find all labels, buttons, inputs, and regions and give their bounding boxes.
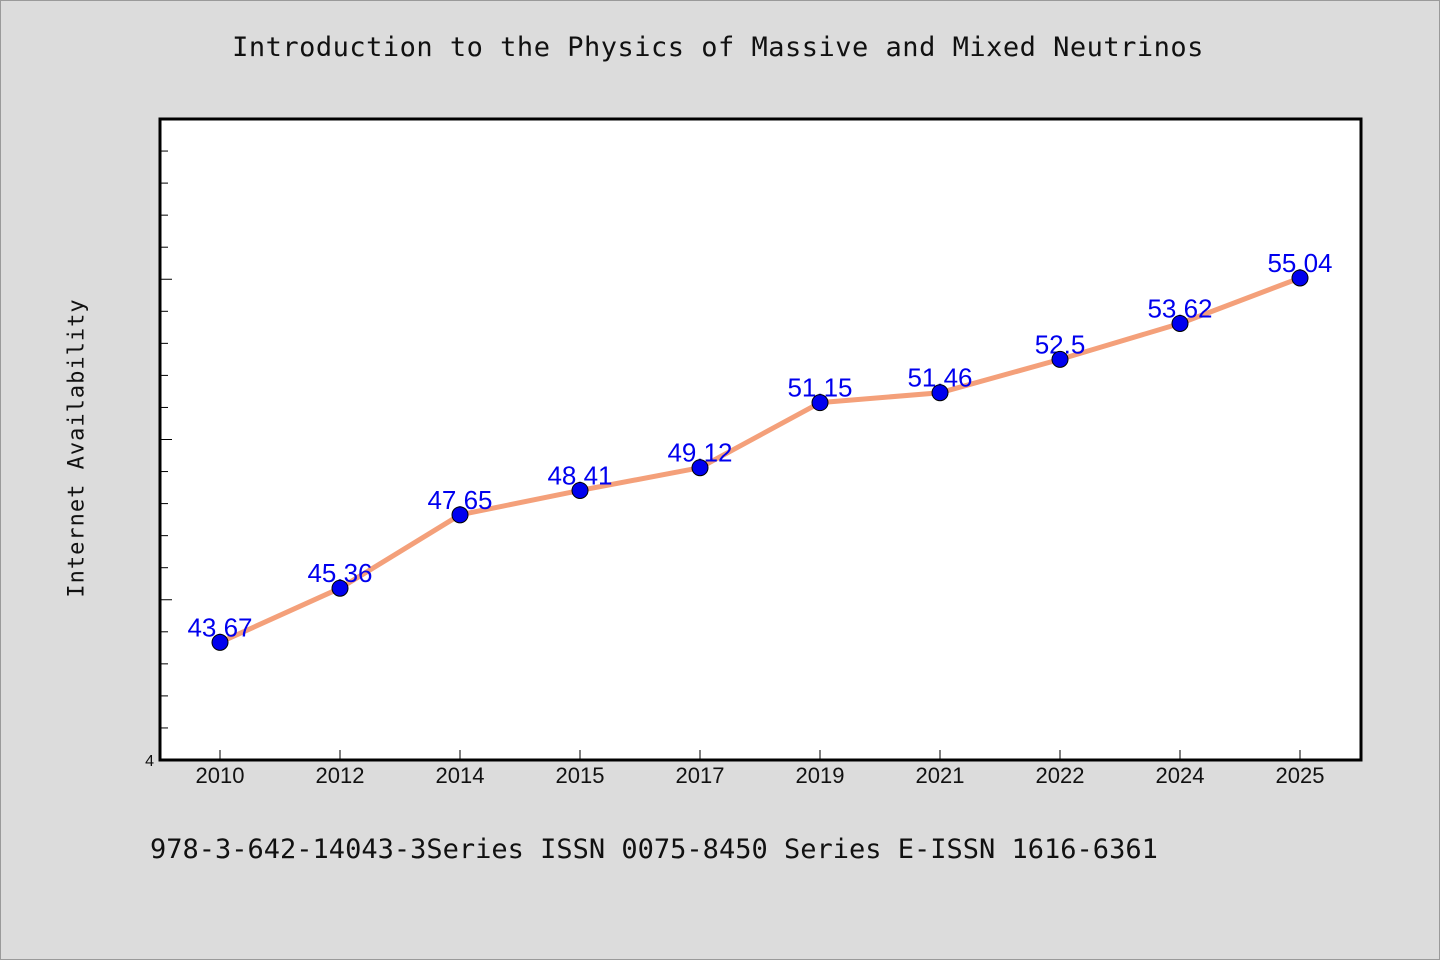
x-tick-label: 2010 [196,763,245,788]
data-point [811,394,829,412]
plot-area [158,117,1363,762]
x-tick-label: 2017 [676,763,725,788]
x-tick-label: 2012 [316,763,365,788]
data-point [451,506,469,524]
y-tick-label: 4 [145,753,154,770]
x-axis: 2010 2012 2014 2015 2017 2019 2021 2022 2024 2025 [196,750,1325,788]
footer-note: 978-3-642-14043-3Series ISSN 0075-8450 S… [150,834,1158,865]
series-line [217,275,1303,645]
y-axis: 4 [145,150,172,770]
x-tick-label: 2019 [796,763,845,788]
x-tick-label: 2024 [1156,763,1205,788]
x-tick-label: 2015 [556,763,605,788]
data-point [211,633,229,651]
x-tick-label: 2021 [916,763,965,788]
x-tick-label: 2014 [436,763,485,788]
data-point [1171,314,1189,332]
data-point [1291,269,1309,287]
x-tick-label: 2022 [1036,763,1085,788]
chart-title: Introduction to the Physics of Massive a… [232,32,1204,63]
data-point [931,384,949,402]
data-point [691,459,709,477]
data-point [331,579,349,597]
data-point [1051,350,1069,368]
x-tick-label: 2025 [1276,763,1325,788]
data-point [571,481,589,499]
